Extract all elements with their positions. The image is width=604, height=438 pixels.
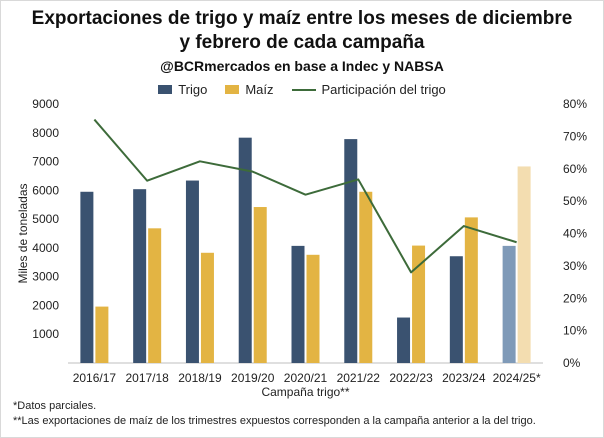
y-tick-label: 2000 xyxy=(32,298,59,312)
bar-trigo xyxy=(449,256,463,363)
legend-label-maiz: Maíz xyxy=(245,82,274,97)
bar-trigo xyxy=(80,191,94,363)
x-tick-label: 2021/22 xyxy=(337,371,381,385)
bar-trigo xyxy=(344,139,358,363)
bar-maiz xyxy=(517,166,531,363)
chart-subtitle: @BCRmercados en base a Indec y NABSA xyxy=(160,58,444,74)
x-axis-title: Campaña trigo** xyxy=(261,385,349,399)
chart-title: Exportaciones de trigo y maíz entre los … xyxy=(1,7,603,55)
bar-maiz xyxy=(306,254,320,363)
title-line-2: y febrero de cada campaña xyxy=(179,32,425,53)
x-tick-label: 2016/17 xyxy=(73,371,117,385)
y-axis-title: Miles de toneladas xyxy=(16,183,30,283)
x-tick-label: 2024/25* xyxy=(493,371,541,385)
y2-tick-label: 20% xyxy=(563,291,587,305)
y-tick-label: 9000 xyxy=(32,97,59,111)
bar-trigo xyxy=(185,180,199,363)
legend-item-participacion: Participación del trigo xyxy=(291,82,446,97)
legend-item-maiz: Maíz xyxy=(225,82,274,97)
bar-maiz xyxy=(464,217,478,363)
footnote-1: *Datos parciales. xyxy=(13,400,97,412)
x-tick-label: 2020/21 xyxy=(284,371,328,385)
x-tick-label: 2019/20 xyxy=(231,371,275,385)
y-tick-label: 3000 xyxy=(32,270,59,284)
bar-maiz xyxy=(253,207,267,363)
chart-plot: 1000 2000 3000 4000 5000 6000 7000 8000 9000 0% 10… xyxy=(16,97,587,399)
x-tick-label: 2017/18 xyxy=(125,371,169,385)
y2-tick-label: 70% xyxy=(563,129,587,143)
legend-swatch-trigo xyxy=(158,85,173,94)
bar-maiz xyxy=(95,306,109,363)
bar-trigo xyxy=(133,189,147,363)
y-tick-label: 8000 xyxy=(32,126,59,140)
legend-item-trigo: Trigo xyxy=(158,82,207,97)
legend-swatch-maiz xyxy=(225,85,240,94)
y-tick-label: 7000 xyxy=(32,155,59,169)
x-tick-label: 2023/24 xyxy=(442,371,486,385)
y2-tick-label: 30% xyxy=(563,259,587,273)
footnote-2: **Las exportaciones de maíz de los trime… xyxy=(13,415,536,427)
legend-label-participacion: Participación del trigo xyxy=(321,82,446,97)
y-tick-label: 6000 xyxy=(32,183,59,197)
y-tick-label: 4000 xyxy=(32,241,59,255)
y2-tick-label: 60% xyxy=(563,162,587,176)
bar-maiz xyxy=(412,245,426,363)
bar-maiz xyxy=(148,228,162,363)
y2-tick-label: 40% xyxy=(563,227,587,241)
footnotes: *Datos parciales. **Las exportaciones de… xyxy=(13,399,536,429)
bar-trigo xyxy=(502,245,516,363)
bar-trigo xyxy=(291,245,305,363)
title-line-1: Exportaciones de trigo y maíz entre los … xyxy=(31,8,573,29)
y-tick-label: 5000 xyxy=(32,212,59,226)
y2-tick-label: 80% xyxy=(563,97,587,111)
y-tick-label: 1000 xyxy=(32,327,59,341)
chart-legend: Trigo Maíz Participación del trigo xyxy=(1,82,603,97)
bar-trigo xyxy=(397,317,411,363)
y2-tick-label: 0% xyxy=(563,356,581,370)
bar-trigo xyxy=(238,137,252,363)
line-participacion xyxy=(93,118,517,274)
bar-maiz xyxy=(359,191,373,363)
y2-tick-label: 50% xyxy=(563,194,587,208)
x-tick-label: 2018/19 xyxy=(178,371,222,385)
legend-label-trigo: Trigo xyxy=(178,82,208,97)
legend-swatch-participacion xyxy=(291,88,316,91)
bar-maiz xyxy=(200,252,214,363)
y2-tick-label: 10% xyxy=(563,324,587,338)
x-tick-label: 2022/23 xyxy=(389,371,433,385)
